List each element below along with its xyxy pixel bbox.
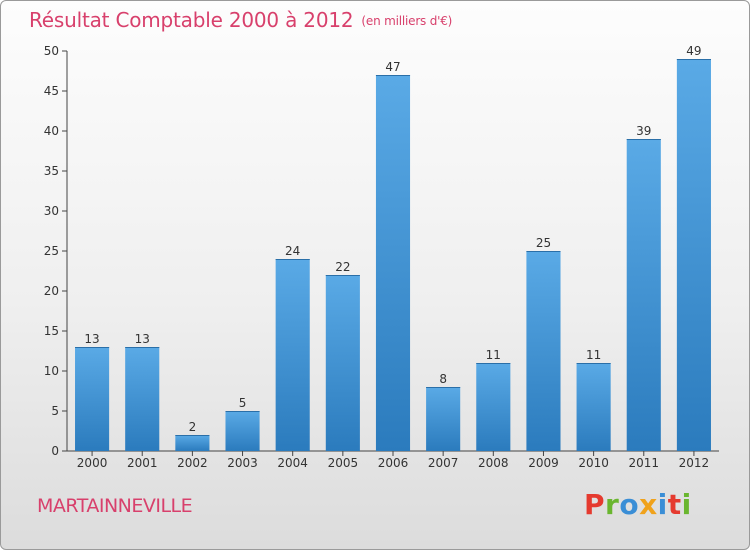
x-tick-label-2009: 2009 <box>528 456 559 470</box>
logo-letter: t <box>667 488 682 521</box>
data-label-2005: 22 <box>335 260 350 274</box>
data-label-2000: 13 <box>84 332 99 346</box>
logo-letter: P <box>584 488 606 521</box>
data-label-2009: 25 <box>536 236 551 250</box>
y-tick-label: 20 <box>44 284 59 298</box>
data-label-2011: 39 <box>636 124 651 138</box>
bar-2010 <box>576 363 611 451</box>
bar-2005 <box>325 275 360 451</box>
bar-2007 <box>426 387 461 451</box>
bar-2004 <box>275 259 310 451</box>
bar-2002 <box>175 435 210 451</box>
logo-letter: r <box>605 488 620 521</box>
logo-letter: i <box>681 488 692 521</box>
y-tick-label: 25 <box>44 244 59 258</box>
bar-2012 <box>676 59 711 451</box>
bar-2000 <box>75 347 110 451</box>
data-label-2006: 47 <box>385 60 400 74</box>
x-tick-label-2001: 2001 <box>127 456 158 470</box>
title-text: Résultat Comptable 2000 à 2012 <box>29 8 354 32</box>
bar-2008 <box>476 363 511 451</box>
y-tick-label: 30 <box>44 204 59 218</box>
y-tick-label: 0 <box>51 444 59 458</box>
bar-2003 <box>225 411 260 451</box>
x-tick-label-2003: 2003 <box>227 456 258 470</box>
bar-2001 <box>125 347 160 451</box>
x-tick-label-2010: 2010 <box>578 456 609 470</box>
data-label-2002: 2 <box>189 420 197 434</box>
data-label-2010: 11 <box>586 348 601 362</box>
y-tick-label: 5 <box>51 404 59 418</box>
data-label-2012: 49 <box>686 44 701 58</box>
x-tick-label-2005: 2005 <box>328 456 359 470</box>
y-tick-label: 35 <box>44 164 59 178</box>
x-tick-label-2006: 2006 <box>378 456 409 470</box>
x-tick-label-2011: 2011 <box>628 456 659 470</box>
x-tick-label-2000: 2000 <box>77 456 108 470</box>
x-tick-label-2012: 2012 <box>679 456 710 470</box>
bar-2006 <box>375 75 411 451</box>
logo-letter: o <box>619 488 640 521</box>
x-tick-label-2002: 2002 <box>177 456 208 470</box>
chart-title: Résultat Comptable 2000 à 2012 (en millie… <box>29 8 452 32</box>
y-tick-label: 45 <box>44 84 59 98</box>
data-label-2007: 8 <box>439 372 447 386</box>
x-tick-label-2008: 2008 <box>478 456 509 470</box>
data-label-2004: 24 <box>285 244 300 258</box>
data-label-2008: 11 <box>486 348 501 362</box>
y-tick-label: 10 <box>44 364 59 378</box>
y-tick-label: 40 <box>44 124 59 138</box>
bar-2009 <box>526 251 561 451</box>
y-tick-label: 50 <box>44 44 59 58</box>
x-tick-label-2004: 2004 <box>277 456 308 470</box>
x-tick-label-2007: 2007 <box>428 456 459 470</box>
title-unit: (en milliers d'€) <box>361 14 453 28</box>
proxiti-logo[interactable]: Proxiti <box>584 488 692 521</box>
logo-letter: i <box>657 488 668 521</box>
y-tick-label: 15 <box>44 324 59 338</box>
data-label-2003: 5 <box>239 396 247 410</box>
town-name: MARTAINNEVILLE <box>37 495 193 517</box>
logo-letter: x <box>639 488 658 521</box>
bar-2011 <box>626 139 661 451</box>
data-label-2001: 13 <box>135 332 150 346</box>
